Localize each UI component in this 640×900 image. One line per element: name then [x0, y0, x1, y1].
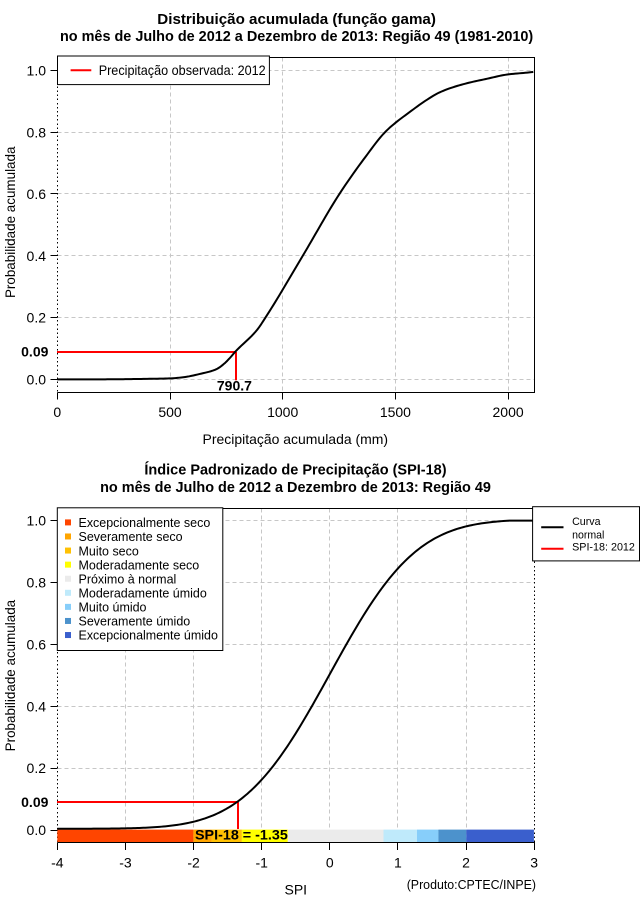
svg-text:500: 500	[158, 404, 182, 420]
svg-text:-2: -2	[187, 855, 200, 871]
svg-text:0.2: 0.2	[27, 310, 47, 326]
svg-text:Precipitação acumulada (mm): Precipitação acumulada (mm)	[203, 431, 389, 447]
svg-text:1.0: 1.0	[27, 513, 47, 529]
svg-text:Moderadamente seco: Moderadamente seco	[79, 557, 200, 572]
svg-text:SPI-18 = -1.35: SPI-18 = -1.35	[195, 826, 288, 842]
svg-text:0.09: 0.09	[21, 794, 48, 810]
svg-text:Moderadamente úmido: Moderadamente úmido	[79, 586, 207, 601]
svg-text:Próximo à normal: Próximo à normal	[79, 571, 177, 586]
svg-text:Muito seco: Muito seco	[79, 543, 139, 558]
svg-text:0.4: 0.4	[27, 698, 47, 714]
svg-text:0.0: 0.0	[27, 822, 47, 838]
svg-text:790.7: 790.7	[217, 378, 252, 394]
svg-text:3: 3	[530, 855, 538, 871]
svg-text:no mês de Julho de 2012 a Deze: no mês de Julho de 2012 a Dezembro de 20…	[60, 28, 533, 45]
svg-text:0: 0	[53, 404, 61, 420]
svg-text:SPI-18: 2012: SPI-18: 2012	[572, 542, 635, 554]
svg-text:2000: 2000	[493, 404, 524, 420]
svg-text:0.2: 0.2	[27, 760, 47, 776]
svg-text:0.6: 0.6	[27, 186, 47, 202]
svg-text:Precipitação observada: 2012: Precipitação observada: 2012	[99, 62, 266, 78]
svg-text:1500: 1500	[380, 404, 411, 420]
svg-text:1.0: 1.0	[27, 63, 47, 79]
svg-text:Excepcionalmente seco: Excepcionalmente seco	[79, 515, 211, 530]
svg-text:0.4: 0.4	[27, 248, 47, 264]
svg-text:1: 1	[394, 855, 402, 871]
svg-text:Índice Padronizado de Precipit: Índice Padronizado de Precipitação (SPI-…	[144, 462, 446, 479]
svg-text:0.09: 0.09	[21, 344, 48, 360]
svg-text:Curva: Curva	[572, 516, 601, 528]
svg-text:Excepcionalmente úmido: Excepcionalmente úmido	[79, 628, 218, 643]
svg-text:Severamente úmido: Severamente úmido	[79, 614, 191, 629]
svg-text:2: 2	[462, 855, 470, 871]
svg-text:Severamente seco: Severamente seco	[79, 529, 183, 544]
svg-text:-1: -1	[255, 855, 268, 871]
svg-text:Probabilidade acumulada: Probabilidade acumulada	[2, 600, 18, 752]
svg-text:0.0: 0.0	[27, 371, 47, 387]
svg-text:Muito úmido: Muito úmido	[79, 600, 147, 615]
svg-text:0.8: 0.8	[27, 124, 47, 140]
svg-text:no mês de Julho de 2012 a Deze: no mês de Julho de 2012 a Dezembro de 20…	[100, 479, 491, 496]
svg-text:Probabilidade acumulada: Probabilidade acumulada	[2, 146, 18, 298]
svg-text:1000: 1000	[267, 404, 298, 420]
svg-text:-4: -4	[51, 855, 64, 871]
svg-text:(Produto:CPTEC/INPE): (Produto:CPTEC/INPE)	[407, 877, 536, 892]
svg-text:Distribuição acumulada (função: Distribuição acumulada (função gama)	[157, 11, 436, 28]
svg-text:0.8: 0.8	[27, 575, 47, 591]
svg-text:normal: normal	[572, 530, 604, 542]
svg-text:SPI: SPI	[285, 882, 308, 898]
svg-text:0: 0	[326, 855, 334, 871]
svg-text:0.6: 0.6	[27, 636, 47, 652]
svg-text:-3: -3	[119, 855, 132, 871]
